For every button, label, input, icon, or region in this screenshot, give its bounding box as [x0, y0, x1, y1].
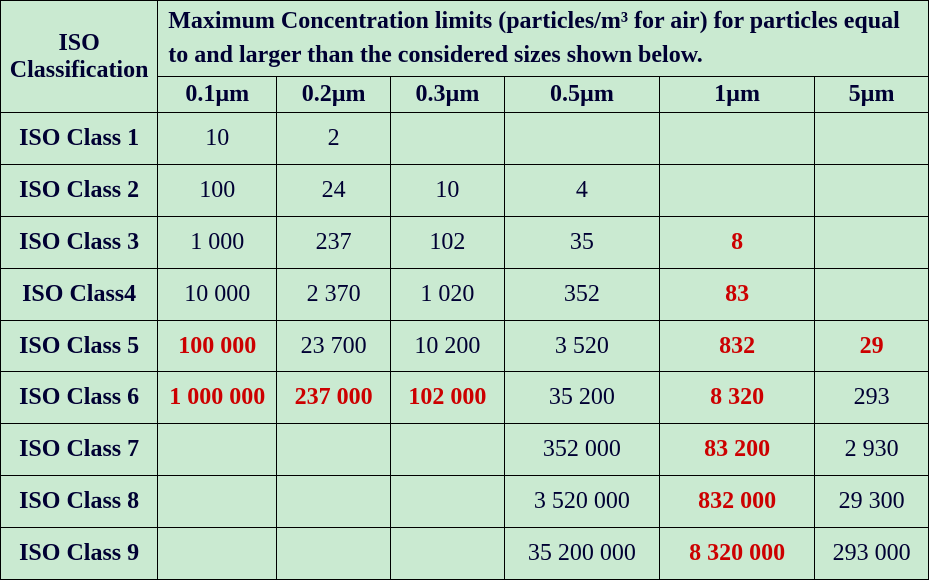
cell-value [815, 165, 929, 217]
row-label: ISO Class 8 [1, 476, 158, 528]
cell-value [504, 113, 659, 165]
row-label: ISO Class 2 [1, 165, 158, 217]
cell-value [158, 424, 277, 476]
cell-value [391, 476, 505, 528]
cell-value: 102 000 [391, 372, 505, 424]
cell-value: 10 000 [158, 268, 277, 320]
cell-value: 102 [391, 216, 505, 268]
cell-value: 35 [504, 216, 659, 268]
cell-value [277, 476, 391, 528]
iso-classification-table: ISO Classification Maximum Concentration… [0, 0, 929, 580]
cell-value: 832 000 [659, 476, 814, 528]
cell-value [815, 268, 929, 320]
cell-value: 2 370 [277, 268, 391, 320]
table-row: ISO Class 31 000237102358 [1, 216, 929, 268]
cell-value: 293 [815, 372, 929, 424]
header-iso-classification: ISO Classification [1, 1, 158, 113]
cell-value [158, 528, 277, 580]
table-row: ISO Class 210024104 [1, 165, 929, 217]
cell-value: 352 [504, 268, 659, 320]
cell-value: 1 000 [158, 216, 277, 268]
cell-value: 29 300 [815, 476, 929, 528]
cell-value [815, 113, 929, 165]
cell-value: 83 [659, 268, 814, 320]
cell-value [158, 476, 277, 528]
header-size-0p1um: 0.1µm [158, 77, 277, 113]
table-row: ISO Class410 0002 3701 02035283 [1, 268, 929, 320]
table-header-row-1: ISO Classification Maximum Concentration… [1, 1, 929, 77]
cell-value [391, 528, 505, 580]
table-body: ISO Class 1102ISO Class 210024104ISO Cla… [1, 113, 929, 580]
cell-value: 352 000 [504, 424, 659, 476]
cell-value: 1 020 [391, 268, 505, 320]
cell-value: 23 700 [277, 320, 391, 372]
header-size-0p3um: 0.3µm [391, 77, 505, 113]
cell-value: 35 200 [504, 372, 659, 424]
row-label: ISO Class 7 [1, 424, 158, 476]
cell-value: 832 [659, 320, 814, 372]
cell-value: 83 200 [659, 424, 814, 476]
cell-value: 10 200 [391, 320, 505, 372]
cell-value: 3 520 000 [504, 476, 659, 528]
table-row: ISO Class 8 3 520 000832 00029 300 [1, 476, 929, 528]
cell-value: 100 [158, 165, 277, 217]
cell-value: 35 200 000 [504, 528, 659, 580]
cell-value: 2 [277, 113, 391, 165]
header-description: Maximum Concentration limits (particles/… [158, 1, 929, 77]
cell-value: 2 930 [815, 424, 929, 476]
cell-value: 8 320 [659, 372, 814, 424]
cell-value: 3 520 [504, 320, 659, 372]
cell-value [815, 216, 929, 268]
cell-value: 237 [277, 216, 391, 268]
cell-value: 24 [277, 165, 391, 217]
cell-value [391, 113, 505, 165]
header-size-5um: 5µm [815, 77, 929, 113]
cell-value: 1 000 000 [158, 372, 277, 424]
cell-value [277, 424, 391, 476]
header-size-0p2um: 0.2µm [277, 77, 391, 113]
cell-value: 8 320 000 [659, 528, 814, 580]
table-row: ISO Class 1102 [1, 113, 929, 165]
row-label: ISO Class 5 [1, 320, 158, 372]
table-row: ISO Class 5100 00023 70010 2003 52083229 [1, 320, 929, 372]
row-label: ISO Class4 [1, 268, 158, 320]
row-label: ISO Class 3 [1, 216, 158, 268]
cell-value: 29 [815, 320, 929, 372]
row-label: ISO Class 6 [1, 372, 158, 424]
cell-value: 237 000 [277, 372, 391, 424]
cell-value [659, 165, 814, 217]
cell-value: 4 [504, 165, 659, 217]
row-label: ISO Class 9 [1, 528, 158, 580]
table-row: ISO Class 9 35 200 0008 320 000293 000 [1, 528, 929, 580]
table-row: ISO Class 7 352 00083 2002 930 [1, 424, 929, 476]
cell-value [659, 113, 814, 165]
row-label: ISO Class 1 [1, 113, 158, 165]
cell-value: 10 [158, 113, 277, 165]
cell-value [277, 528, 391, 580]
header-size-0p5um: 0.5µm [504, 77, 659, 113]
header-size-1um: 1µm [659, 77, 814, 113]
cell-value [391, 424, 505, 476]
table-row: ISO Class 61 000 000237 000102 00035 200… [1, 372, 929, 424]
cell-value: 100 000 [158, 320, 277, 372]
cell-value: 10 [391, 165, 505, 217]
cell-value: 8 [659, 216, 814, 268]
cell-value: 293 000 [815, 528, 929, 580]
